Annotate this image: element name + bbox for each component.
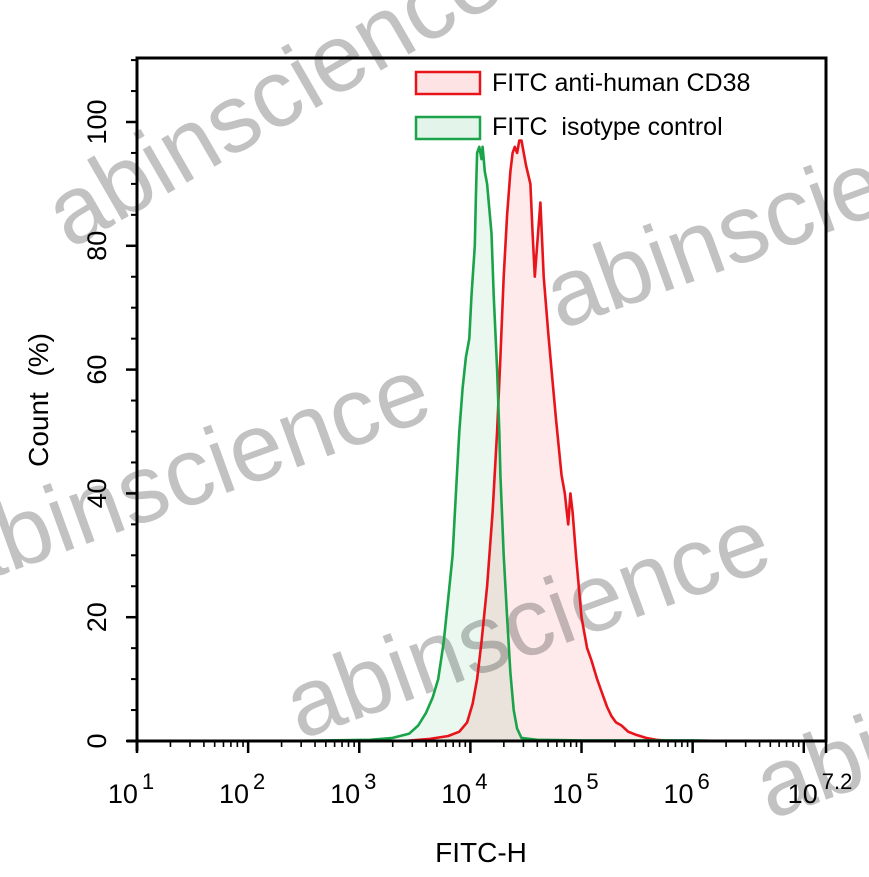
x-tick-label: 10 7.2 [788, 769, 853, 809]
x-tick-label: 10 3 [330, 769, 376, 809]
legend-label-cd38: FITC anti-human CD38 [492, 69, 750, 97]
x-tick-exponent: 7.2 [822, 769, 853, 794]
x-tick-base: 10 [788, 779, 818, 809]
series-fill-0 [403, 140, 671, 742]
x-tick-label: 10 6 [663, 769, 709, 809]
y-tick-label: 20 [82, 602, 112, 632]
x-tick-base: 10 [108, 779, 138, 809]
series-line-0 [403, 139, 671, 743]
x-tick-exponent: 2 [253, 769, 265, 794]
x-tick-label: 10 1 [108, 769, 154, 809]
x-tick-base: 10 [663, 779, 693, 809]
y-tick-label: 40 [82, 478, 112, 508]
x-tick-label: 10 4 [441, 769, 487, 809]
x-tick-label: 10 5 [552, 769, 598, 809]
x-tick-exponent: 5 [586, 769, 598, 794]
series-fill-1 [281, 146, 726, 742]
y-tick-label: 0 [82, 733, 112, 748]
y-tick-label: 60 [82, 355, 112, 385]
x-tick-base: 10 [552, 779, 582, 809]
x-tick-base: 10 [219, 779, 249, 809]
legend: FITC anti-human CD38 FITC isotype contro… [414, 69, 750, 141]
series-layer [281, 139, 727, 743]
x-tick-exponent: 4 [475, 769, 487, 794]
legend-swatch-isotype [414, 115, 482, 141]
x-tick-label: 10 2 [219, 769, 265, 809]
x-tick-base: 10 [441, 779, 471, 809]
legend-swatch-cd38 [414, 70, 482, 96]
y-tick-label: 80 [82, 231, 112, 261]
series-line-1 [281, 145, 727, 743]
x-tick-exponent: 3 [364, 769, 376, 794]
legend-label-isotype: FITC isotype control [492, 113, 723, 141]
watermark-text: abinscience [0, 336, 444, 610]
x-tick-base: 10 [330, 779, 360, 809]
x-axis-title: FITC-H [435, 837, 527, 868]
x-tick-exponent: 1 [142, 769, 154, 794]
x-tick-exponent: 6 [698, 769, 710, 794]
y-tick-label: 100 [82, 99, 112, 144]
y-axis-title: Count (%) [23, 333, 54, 467]
